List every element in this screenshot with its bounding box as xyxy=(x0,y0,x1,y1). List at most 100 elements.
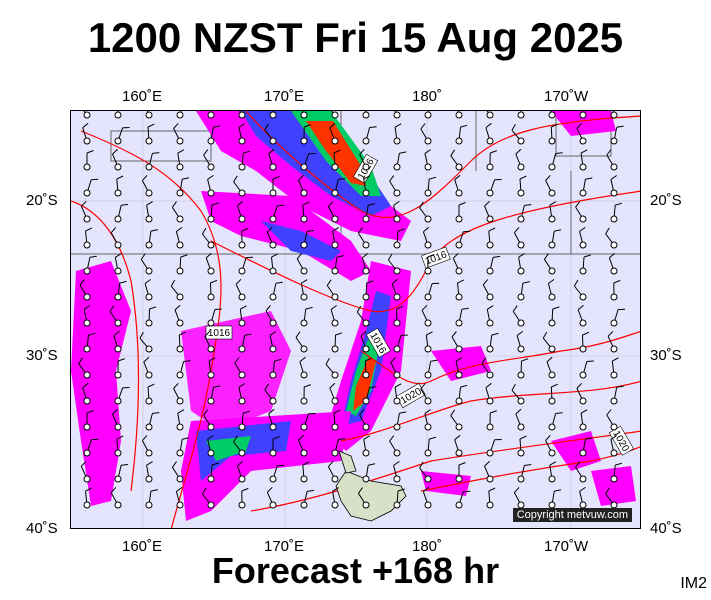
wind-station xyxy=(114,319,122,327)
wind-barb-flag xyxy=(393,200,400,206)
wind-station xyxy=(517,267,525,275)
wind-station xyxy=(176,163,184,171)
wind-station xyxy=(145,293,153,301)
wind-barb-flag xyxy=(554,489,562,492)
wind-station xyxy=(269,189,277,197)
wind-station xyxy=(486,475,494,483)
wind-station xyxy=(486,397,494,405)
wind-station xyxy=(424,137,432,145)
wind-barb-flag xyxy=(78,357,84,364)
wind-station xyxy=(145,371,153,379)
wind-station xyxy=(517,423,525,431)
wind-barb-flag xyxy=(207,434,214,440)
wind-station xyxy=(455,319,463,327)
wind-barb-flag xyxy=(150,229,158,232)
wind-station xyxy=(455,215,463,223)
wind-station xyxy=(238,137,246,145)
wind-barb-flag xyxy=(549,201,557,206)
wind-station xyxy=(331,293,339,301)
wind-station xyxy=(486,501,494,509)
wind-station xyxy=(362,397,370,405)
wind-station xyxy=(176,189,184,197)
wind-station xyxy=(176,449,184,457)
wind-station xyxy=(207,111,215,119)
wind-station xyxy=(269,475,277,483)
wind-barb-flag xyxy=(147,383,155,388)
wind-barb-flag xyxy=(454,434,461,441)
lat-label-right-30s: 30˚S xyxy=(650,347,682,364)
wind-station xyxy=(517,293,525,301)
wind-barb-flag xyxy=(110,487,117,494)
wind-station xyxy=(145,501,153,509)
wind-barb-flag xyxy=(142,175,148,181)
wind-barb-flag xyxy=(461,307,469,310)
wind-barb-flag xyxy=(524,204,532,206)
wind-station xyxy=(517,319,525,327)
wind-station xyxy=(548,293,556,301)
wind-barb-flag xyxy=(485,382,492,388)
wind-barb-flag xyxy=(421,304,428,311)
wind-barb-flag xyxy=(519,435,527,440)
wind-barb-flag xyxy=(243,410,251,414)
wind-station xyxy=(424,423,432,431)
wind-barb-flag xyxy=(233,175,238,183)
wind-station xyxy=(207,189,215,197)
wind-station xyxy=(83,449,91,457)
wind-barb-flag xyxy=(393,460,400,466)
wind-barb-flag xyxy=(368,203,376,206)
wind-barb-flag xyxy=(427,253,435,258)
wind-station xyxy=(517,371,525,379)
wind-barb-flag xyxy=(214,308,222,310)
wind-station xyxy=(300,345,308,353)
wind-station xyxy=(548,397,556,405)
wind-station xyxy=(579,345,587,353)
wind-barb-flag xyxy=(519,175,527,180)
wind-barb-flag xyxy=(146,201,153,206)
wind-barb-flag xyxy=(419,461,424,469)
wind-station xyxy=(548,137,556,145)
wind-barb-flag xyxy=(201,487,207,495)
wind-barb-flag xyxy=(579,226,586,232)
lon-label-top-170e: 170˚E xyxy=(264,88,305,105)
wind-barb-flag xyxy=(110,227,117,234)
wind-station xyxy=(455,475,463,483)
wind-station xyxy=(238,423,246,431)
wind-station xyxy=(331,319,339,327)
wind-station xyxy=(207,371,215,379)
wind-barb-flag xyxy=(211,462,219,466)
map-title: 1200 NZST Fri 15 Aug 2025 xyxy=(87,14,624,61)
wind-station xyxy=(486,267,494,275)
wind-barb-flag xyxy=(121,203,129,206)
wind-station xyxy=(83,475,91,483)
wind-station xyxy=(331,163,339,171)
wind-barb-flag xyxy=(176,486,183,492)
wind-station xyxy=(207,137,215,145)
wind-barb-flag xyxy=(490,410,497,414)
wind-barb-flag xyxy=(234,357,240,364)
wind-barb-flag xyxy=(366,280,374,284)
wind-barb-flag xyxy=(582,331,590,336)
wind-barb-flag xyxy=(265,305,271,312)
rain-patch-east-2 xyxy=(551,431,601,471)
wind-station xyxy=(83,319,91,327)
wind-station xyxy=(145,449,153,457)
wind-station xyxy=(486,111,494,119)
wind-barb-flag xyxy=(146,461,153,466)
wind-station xyxy=(176,501,184,509)
wind-station xyxy=(238,215,246,223)
wind-barb-flag xyxy=(387,253,393,261)
wind-barb-flag xyxy=(150,489,158,492)
wind-station xyxy=(579,215,587,223)
wind-station xyxy=(424,189,432,197)
wind-station xyxy=(176,475,184,483)
wind-station xyxy=(424,293,432,301)
wind-barb-flag xyxy=(452,252,459,259)
wind-station xyxy=(579,189,587,197)
wind-barb-flag xyxy=(429,436,437,440)
wind-barb-flag xyxy=(575,201,581,208)
wind-barb-flag xyxy=(207,174,214,180)
wind-station xyxy=(238,319,246,327)
wind-station xyxy=(83,371,91,379)
wind-barb-flag xyxy=(238,123,245,128)
lon-label-bottom-160e: 160˚E xyxy=(122,538,163,555)
